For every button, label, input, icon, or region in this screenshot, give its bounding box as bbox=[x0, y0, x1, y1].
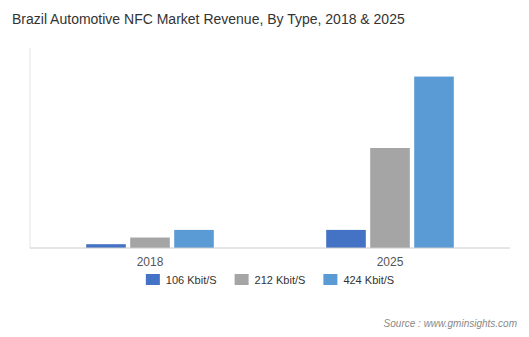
x-axis-line bbox=[30, 248, 510, 249]
bar bbox=[326, 230, 366, 248]
legend-swatch bbox=[146, 274, 160, 285]
bar bbox=[174, 230, 214, 248]
chart-svg: Brazil Automotive NFC Market Revenue, By… bbox=[0, 0, 529, 337]
legend-label: 424 Kbit/S bbox=[343, 274, 394, 286]
bar bbox=[370, 148, 410, 248]
bar bbox=[414, 77, 454, 248]
title: Brazil Automotive NFC Market Revenue, By… bbox=[12, 11, 405, 27]
legend-swatch bbox=[323, 274, 337, 285]
legend-item: 212 Kbit/S bbox=[235, 274, 306, 286]
bar bbox=[86, 244, 126, 248]
legend-item: 106 Kbit/S bbox=[146, 274, 217, 286]
bar bbox=[130, 238, 170, 248]
bars bbox=[86, 77, 454, 248]
legend-label: 106 Kbit/S bbox=[166, 274, 217, 286]
legend-label: 212 Kbit/S bbox=[255, 274, 306, 286]
y-axis-line bbox=[30, 48, 31, 248]
source-note: Source : www.gminsights.com bbox=[384, 318, 517, 329]
x-tick-label: 2018 bbox=[137, 255, 164, 269]
x-tick-label: 2025 bbox=[377, 255, 404, 269]
legend: 106 Kbit/S 212 Kbit/S 424 Kbit/S bbox=[146, 274, 394, 286]
legend-swatch bbox=[235, 274, 249, 285]
legend-item: 424 Kbit/S bbox=[323, 274, 394, 286]
chart-container: Brazil Automotive NFC Market Revenue, By… bbox=[0, 0, 529, 337]
